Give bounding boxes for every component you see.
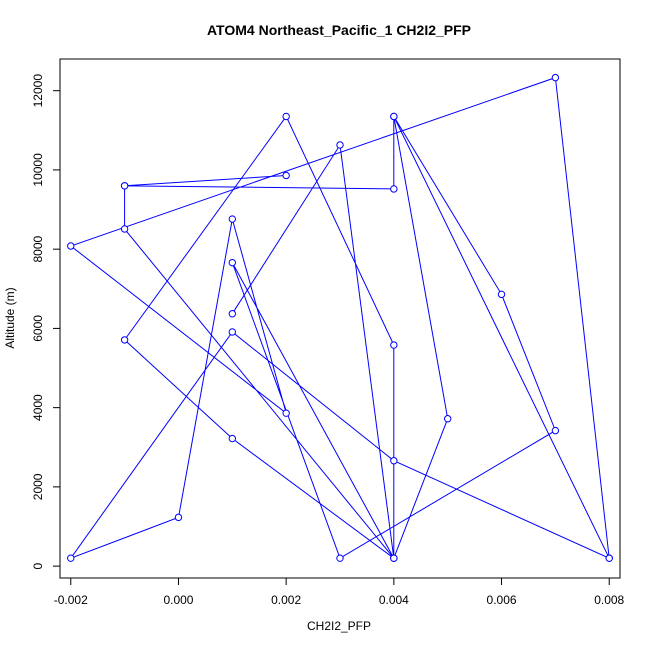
data-point — [390, 112, 398, 121]
y-tick-label: 8000 — [31, 235, 45, 262]
data-point — [282, 171, 290, 180]
x-tick-label: 0.008 — [594, 593, 624, 607]
data-point — [228, 258, 237, 267]
data-point — [551, 426, 560, 435]
y-tick-label: 10000 — [31, 153, 45, 187]
data-point — [390, 185, 398, 193]
series-layer — [67, 73, 613, 562]
data-point — [174, 513, 183, 522]
data-point — [67, 242, 75, 250]
y-axis-label: Altitude (m) — [3, 287, 17, 348]
data-point — [336, 141, 344, 149]
x-tick-label: 0.000 — [163, 593, 193, 607]
x-tick-label: 0.006 — [487, 593, 517, 607]
data-point — [390, 457, 398, 465]
data-point — [120, 225, 129, 233]
data-point — [120, 336, 129, 344]
y-tick-label: 12000 — [31, 74, 45, 108]
y-axis: 0 2000 4000 6000 8000 10000 12000 — [31, 74, 60, 569]
data-point — [390, 554, 398, 562]
data-point — [497, 290, 506, 299]
data-point — [120, 182, 129, 190]
data-point — [390, 341, 398, 349]
chart-title: ATOM4 Northeast_Pacific_1 CH2I2_PFP — [207, 22, 471, 38]
data-point — [282, 112, 290, 121]
y-tick-label: 4000 — [31, 394, 45, 421]
data-point — [67, 554, 75, 562]
data-point — [228, 434, 237, 443]
data-point — [228, 328, 237, 336]
x-axis-label: CH2I2_PFP — [307, 619, 371, 633]
x-tick-label: 0.004 — [379, 593, 409, 607]
y-tick-label: 2000 — [31, 473, 45, 500]
data-point — [228, 215, 237, 223]
data-point — [336, 554, 344, 562]
x-tick-label: 0.002 — [271, 593, 301, 607]
y-tick-label: 6000 — [31, 315, 45, 342]
plot-frame — [59, 58, 621, 579]
data-point — [228, 310, 237, 318]
data-point — [551, 73, 560, 82]
x-axis: -0.002 0.000 0.002 0.004 0.006 0.008 — [54, 578, 625, 607]
y-tick-label: 0 — [31, 562, 45, 569]
data-point — [443, 415, 452, 423]
x-tick-label: -0.002 — [54, 593, 88, 607]
data-point — [282, 409, 290, 417]
data-point — [605, 554, 613, 562]
